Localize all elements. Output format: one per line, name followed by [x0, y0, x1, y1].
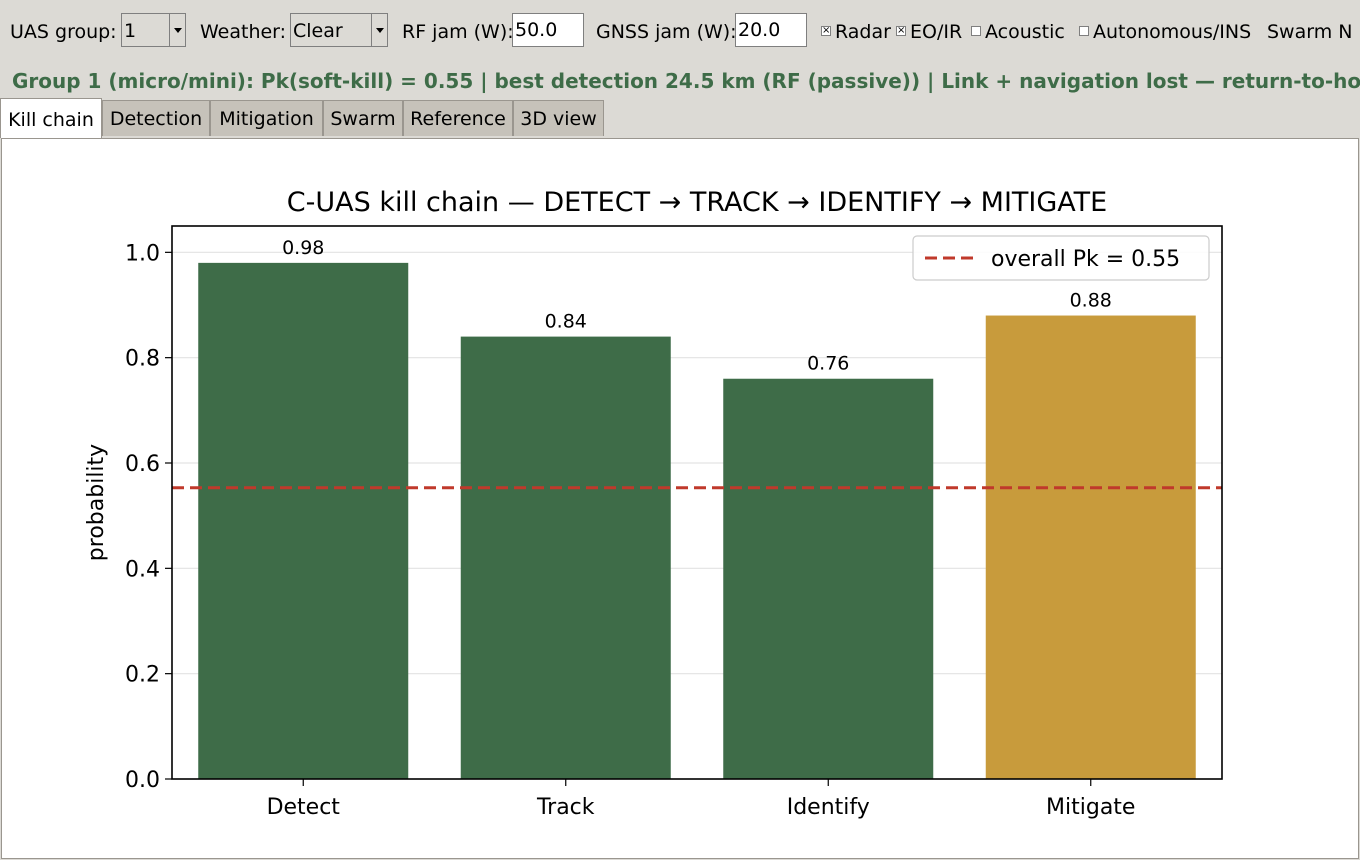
acoustic-checkbox[interactable] — [971, 26, 981, 36]
y-tick-label: 0.0 — [125, 768, 160, 793]
y-tick-label: 0.4 — [125, 557, 160, 582]
bar-value-label: 0.88 — [1070, 290, 1112, 312]
chevron-down-icon[interactable] — [371, 14, 387, 46]
kill-chain-chart: 0.98 Detect 0.84 Track 0.76 Identify 0.88 Mitig… — [84, 187, 1223, 820]
weather-value: Clear — [293, 20, 343, 42]
chevron-down-icon[interactable] — [169, 14, 185, 46]
x-tick-label: Detect — [267, 795, 341, 820]
y-tick-label: 0.6 — [125, 452, 160, 477]
bar-detect — [198, 262, 409, 779]
rf-jam-input[interactable]: 50.0 — [512, 13, 584, 47]
gnss-jam-input[interactable]: 20.0 — [735, 13, 807, 47]
legend-label: overall Pk = 0.55 — [991, 247, 1180, 272]
eoir-label[interactable]: EO/IR — [910, 21, 963, 43]
bar-value-label: 0.76 — [807, 353, 849, 375]
x-tick-label: Identify — [787, 795, 870, 820]
kill-chain-panel: 0.98 Detect 0.84 Track 0.76 Identify 0.88 Mitig… — [1, 138, 1359, 859]
status-summary: Group 1 (micro/mini): Pk(soft-kill) = 0.… — [12, 69, 1360, 93]
y-tick-label: 0.2 — [125, 663, 160, 688]
y-tick-label: 0.8 — [125, 347, 160, 372]
bar-track — [460, 336, 671, 779]
weather-combobox[interactable]: Clear — [290, 13, 388, 47]
eoir-checkbox[interactable]: × — [896, 25, 906, 36]
legend-box — [912, 235, 1210, 281]
x-tick-label: Mitigate — [1046, 795, 1135, 820]
bar-value-label: 0.84 — [545, 311, 587, 333]
rf-jam-label: RF jam (W): — [402, 21, 514, 43]
toolbar: UAS group: 1 Weather: Clear RF jam (W): … — [0, 0, 1360, 64]
tab-kill-chain[interactable]: Kill chain — [0, 98, 102, 138]
bar-identify — [723, 378, 934, 779]
uas-group-label: UAS group: — [10, 21, 117, 43]
plot-frame — [171, 225, 1223, 780]
y-axis-label: probability — [84, 444, 109, 561]
uas-group-combobox[interactable]: 1 — [121, 13, 186, 47]
gnss-jam-label: GNSS jam (W): — [596, 21, 737, 43]
tab-mitigation[interactable]: Mitigation — [210, 100, 323, 136]
chart-title: C-UAS kill chain — DETECT → TRACK → IDEN… — [287, 187, 1107, 218]
weather-label: Weather: — [200, 21, 287, 43]
tab-bar: Kill chain Detection Mitigation Swarm Re… — [0, 98, 1360, 138]
tab-detection[interactable]: Detection — [102, 100, 210, 136]
radar-label[interactable]: Radar — [835, 21, 891, 43]
swarm-n-label: Swarm N — [1267, 21, 1353, 43]
uas-group-value: 1 — [124, 20, 137, 42]
bar-mitigate — [985, 315, 1196, 779]
radar-checkbox[interactable]: × — [821, 25, 831, 36]
acoustic-label[interactable]: Acoustic — [985, 21, 1065, 43]
tab-swarm[interactable]: Swarm — [323, 100, 403, 136]
bar-value-label: 0.98 — [282, 237, 324, 259]
autonomous-checkbox[interactable] — [1079, 26, 1089, 36]
tab-3d-view[interactable]: 3D view — [513, 100, 604, 136]
y-tick-label: 1.0 — [125, 241, 160, 266]
tab-reference[interactable]: Reference — [403, 100, 513, 136]
autonomous-label[interactable]: Autonomous/INS — [1093, 21, 1252, 43]
x-tick-label: Track — [536, 795, 595, 820]
